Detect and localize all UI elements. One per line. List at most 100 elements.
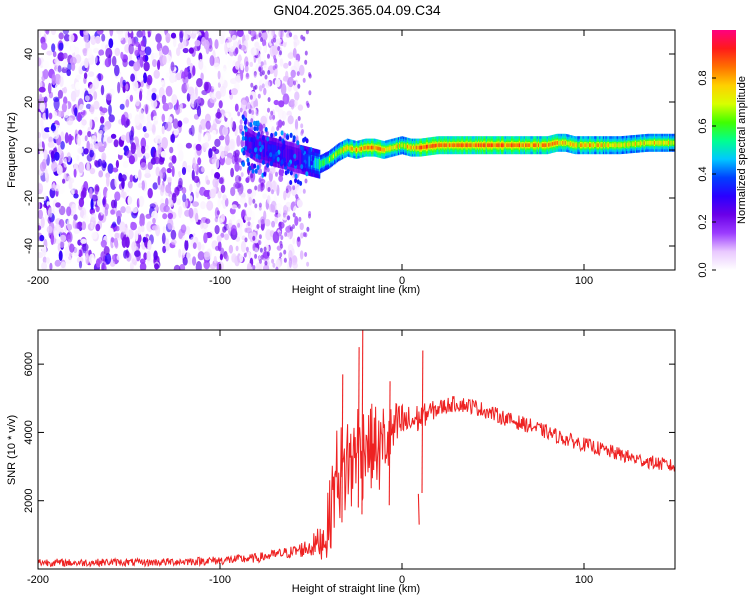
noise-cell (245, 72, 249, 78)
ridge-cell (307, 154, 309, 169)
noise-cell (143, 61, 150, 72)
ridge-cell (308, 156, 311, 167)
ridge-cell (246, 157, 250, 163)
noise-cell (296, 186, 302, 195)
noise-cell (178, 206, 183, 218)
noise-cell (195, 261, 202, 270)
ridge-cell (289, 180, 293, 185)
noise-cell (74, 107, 78, 117)
ridge-cell (321, 160, 323, 167)
ridge-cell (559, 141, 562, 145)
noise-cell (295, 194, 299, 200)
ridge-cell (476, 143, 479, 147)
noise-cell (41, 42, 48, 51)
noise-cell (115, 160, 119, 169)
ridge-cell (452, 143, 454, 147)
ridge-cell (281, 147, 284, 162)
noise-cell (261, 30, 265, 34)
noise-cell (86, 161, 90, 174)
ridge-cell (257, 154, 261, 160)
noise-cell (57, 65, 62, 73)
ridge-cell (276, 156, 280, 162)
ridge-cell (618, 143, 620, 147)
noise-cell (165, 197, 169, 207)
noise-cell (246, 262, 252, 270)
noise-cell (166, 176, 173, 183)
ridge-cell (266, 162, 270, 168)
ridge-cell (536, 143, 539, 147)
noise-cell (192, 201, 199, 208)
ridge-cell (501, 143, 503, 147)
snr-y-axis-label: SNR (10 * v/v) (6, 415, 18, 485)
ridge-cell (308, 148, 312, 153)
noise-cell (300, 123, 304, 129)
noise-cell (38, 209, 43, 220)
noise-cell (254, 203, 258, 209)
ridge-cell (409, 145, 411, 150)
noise-cell (38, 57, 42, 67)
noise-cell (279, 225, 283, 231)
noise-cell (130, 73, 136, 82)
noise-cell (192, 242, 197, 250)
noise-cell (52, 51, 57, 58)
ridge-cell (627, 142, 629, 147)
noise-cell (247, 188, 252, 194)
noise-cell (135, 99, 140, 107)
noise-cell (120, 134, 126, 141)
noise-cell (304, 59, 308, 65)
noise-cell (139, 262, 147, 270)
ridge-cell (443, 143, 446, 147)
noise-cell (61, 102, 67, 113)
ridge-cell (457, 143, 460, 147)
ridge-cell (458, 143, 461, 147)
ridge-cell (453, 143, 456, 147)
noise-cell (52, 147, 57, 153)
noise-cell (77, 112, 82, 123)
ridge-cell (503, 143, 505, 147)
ridge-cell (516, 143, 518, 147)
ridge-cell (408, 145, 410, 149)
ridge-cell (469, 143, 471, 147)
noise-cell (245, 246, 249, 252)
ridge-cell (628, 142, 630, 147)
ridge-cell (349, 146, 351, 151)
noise-cell (237, 222, 241, 228)
noise-cell (177, 120, 183, 128)
noise-cell (173, 127, 179, 136)
noise-cell (201, 36, 206, 47)
ridge-cell (266, 143, 268, 158)
noise-cell (258, 177, 262, 183)
noise-cell (136, 30, 143, 38)
noise-cell (292, 185, 296, 191)
noise-cell (176, 184, 183, 192)
noise-cell (200, 220, 204, 230)
noise-cell (51, 73, 56, 86)
noise-cell (290, 69, 296, 78)
noise-cell (218, 100, 223, 109)
noise-cell (211, 93, 216, 100)
ridge-cell (539, 143, 541, 147)
noise-cell (66, 234, 71, 242)
ridge-cell (526, 143, 528, 147)
noise-cell (304, 178, 308, 184)
noise-cell (196, 105, 202, 117)
noise-cell (139, 217, 145, 227)
ridge-cell (472, 143, 475, 147)
noise-cell (140, 40, 145, 47)
ridge-cell (336, 151, 339, 156)
ridge-cell (608, 143, 610, 147)
noise-cell (54, 151, 60, 161)
noise-cell (116, 210, 122, 219)
noise-cell (138, 108, 144, 120)
noise-cell (66, 117, 74, 126)
ridge-cell (404, 144, 406, 148)
noise-cell (274, 63, 278, 69)
noise-cell (162, 45, 169, 55)
ridge-cell (568, 141, 570, 146)
noise-cell (271, 45, 278, 56)
noise-cell (308, 73, 312, 79)
ridge-cell (286, 148, 289, 163)
noise-cell (230, 167, 235, 178)
noise-cell (189, 183, 193, 193)
ridge-cell (385, 147, 387, 152)
